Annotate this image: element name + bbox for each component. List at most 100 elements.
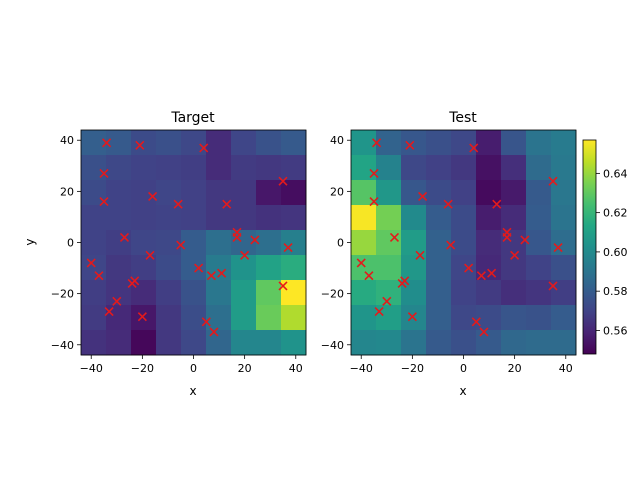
target-heatmap-cell [181, 330, 207, 356]
target-heatmap-cell [106, 130, 132, 156]
target-sample-marker [99, 197, 109, 207]
test-heatmap-cell [526, 280, 552, 306]
target-sample-marker [145, 250, 155, 260]
target-heatmap-cell [206, 330, 232, 356]
target-sample-marker [217, 268, 227, 278]
target-heatmap-cell [131, 180, 157, 206]
test-heatmap-cell [476, 180, 502, 206]
target-heatmap-cells [81, 130, 307, 356]
test-heatmap-cell [426, 130, 452, 156]
test-heatmap-cell [401, 180, 427, 206]
test-heatmap-cell [401, 330, 427, 356]
test-heatmap-cell [401, 155, 427, 181]
test-sample-marker [407, 312, 417, 322]
test-heatmap-cell [476, 205, 502, 231]
target-heatmap-cell [231, 330, 257, 356]
target-sample-marker [119, 232, 130, 242]
target-heatmap-cell [181, 180, 207, 206]
target-heatmap-cell [181, 305, 207, 331]
target-sample-marker [86, 258, 96, 268]
test-sample-marker [369, 168, 379, 179]
test-heatmap-cell [426, 255, 452, 281]
test-y-tick-label: −20 [321, 288, 344, 301]
test-heatmap-cell [376, 280, 402, 306]
test-heatmap-cell [451, 330, 477, 356]
test-heatmap-cell [401, 130, 427, 156]
test-heatmap-cell [501, 205, 527, 231]
test-sample-marker [502, 232, 512, 242]
target-x-tick-label: 0 [190, 362, 197, 375]
target-sample-marker [104, 306, 114, 317]
test-sample-marker [520, 235, 530, 245]
test-heatmap-cell [526, 155, 552, 181]
target-heatmap-cell [181, 205, 207, 231]
target-heatmap-cell [131, 230, 157, 256]
test-sample-marker [548, 281, 558, 291]
target-sample-markers [86, 138, 293, 337]
test-heatmap-cell [451, 230, 477, 256]
test-heatmap-cell [526, 230, 552, 256]
target-y-tick-label: 40 [60, 134, 74, 147]
test-heatmap-cell [501, 305, 527, 331]
target-heatmap-cell [81, 280, 107, 306]
test-heatmap-cell [376, 330, 402, 356]
test-heatmap-cell [526, 180, 552, 206]
colorbar-tick-label: 0.62 [603, 207, 628, 220]
test-heatmap-cell [476, 280, 502, 306]
test-heatmap-cell [501, 255, 527, 281]
test-sample-marker [364, 271, 374, 281]
target-heatmap-cell [281, 305, 307, 331]
target-heatmap-cell [81, 255, 107, 281]
target-heatmap-cell [106, 180, 132, 206]
test-heatmap-cell [401, 255, 427, 281]
test-heatmap-cell [426, 280, 452, 306]
test-x-tick-label: −40 [350, 362, 373, 375]
target-heatmap-cell [231, 280, 257, 306]
target-heatmap-cell [131, 155, 157, 181]
test-heatmap-cell [551, 330, 577, 356]
target-heatmap-cell [181, 280, 207, 306]
test-sample-marker [487, 268, 497, 278]
test-heatmap-cell [351, 280, 377, 306]
target-heatmap-cell [131, 330, 157, 356]
target-heatmap-cell [231, 205, 257, 231]
test-sample-marker [369, 197, 379, 207]
target-heatmap-cell [106, 205, 132, 231]
target-heatmap-cell [281, 330, 307, 356]
colorbar-ticks: 0.56 0.58 0.60 0.62 0.64 [596, 167, 628, 337]
test-heatmap-cell [476, 330, 502, 356]
target-x-ticks: −40 −20 0 20 40 [80, 355, 303, 375]
test-heatmap-cell [451, 155, 477, 181]
test-heatmap-cell [526, 255, 552, 281]
target-heatmap-cell [106, 255, 132, 281]
test-sample-marker [476, 271, 486, 281]
test-heatmap-cell [376, 305, 402, 331]
target-sample-marker [232, 232, 242, 242]
test-heatmap-cell [476, 130, 502, 156]
test-heatmap-cell [426, 305, 452, 331]
test-y-tick-label: 40 [330, 134, 344, 147]
target-sample-marker [222, 199, 232, 209]
target-heatmap-cell [156, 205, 182, 231]
target-heatmap-cell [106, 305, 132, 331]
target-sample-marker [201, 317, 211, 327]
test-heatmap-cell [551, 205, 577, 231]
target-heatmap-cell [81, 330, 107, 356]
target-sample-marker [240, 250, 250, 260]
colorbar-tick-label: 0.56 [603, 324, 628, 337]
test-heatmap-cell [451, 205, 477, 231]
target-heatmap-cell [181, 130, 207, 156]
target-heatmap-cell [206, 280, 232, 306]
test-heatmap-cell [401, 230, 427, 256]
test-heatmap-cell [501, 280, 527, 306]
test-sample-marker [492, 199, 502, 209]
target-heatmap-cell [206, 205, 232, 231]
target-heatmap-cell [181, 155, 207, 181]
test-y-ticks: −40 −20 0 20 40 [321, 134, 351, 352]
test-heatmap-cell [451, 255, 477, 281]
test-heatmap-cell [426, 230, 452, 256]
test-heatmap-cell [426, 180, 452, 206]
test-chart-title: Test [448, 110, 477, 126]
test-sample-marker [464, 263, 474, 273]
target-heatmap-cell [181, 230, 207, 256]
